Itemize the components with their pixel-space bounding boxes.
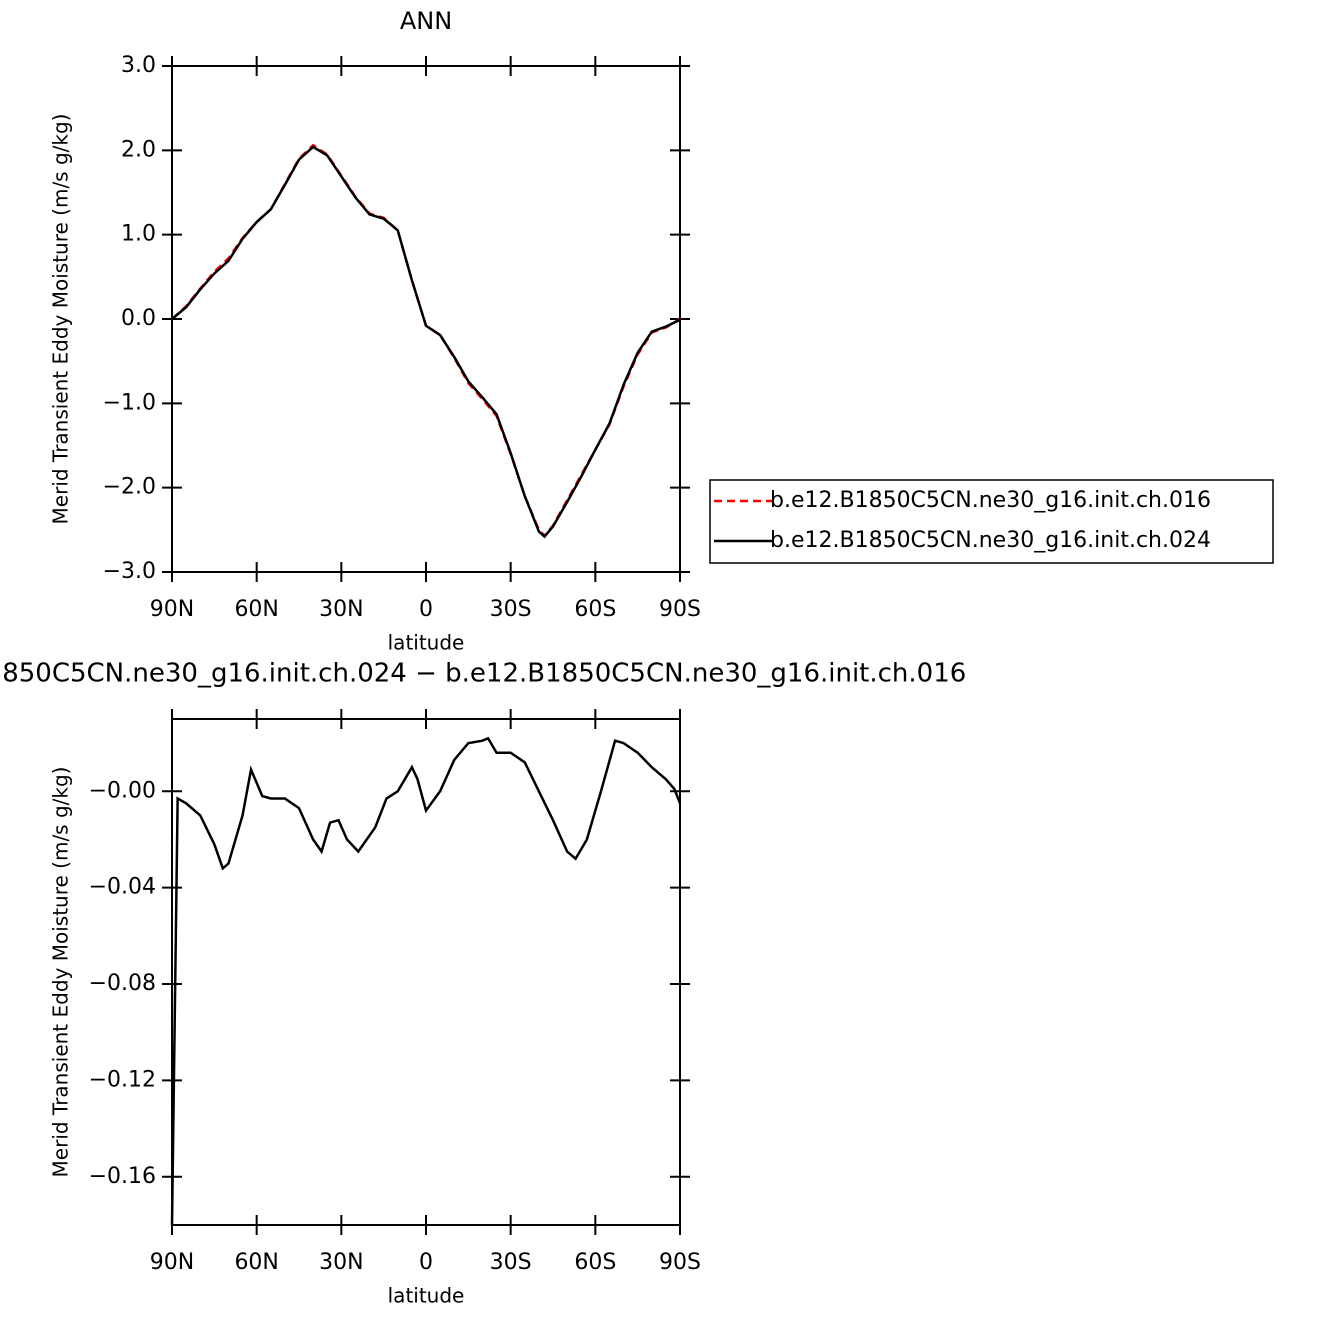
plot-frame (171, 65, 681, 573)
y-tick-label: −0.04 (89, 875, 156, 900)
chart-title: b.e12.B1850C5CN.ne30_g16.init.ch.024 − b… (0, 659, 966, 689)
y-tick-label: 2.0 (121, 137, 156, 162)
data-line (171, 145, 681, 539)
y-tick-label: 1.0 (121, 222, 156, 247)
plot-frame (171, 718, 681, 1226)
x-tick-label: 30S (490, 597, 532, 622)
x-tick-label: 30S (490, 1250, 532, 1275)
x-tick-label: 0 (419, 1250, 433, 1275)
y-tick-label: −0.12 (89, 1067, 156, 1092)
x-tick-label: 90S (659, 1250, 701, 1275)
y-tick-label: −0.08 (89, 971, 156, 996)
x-tick-label: 60N (234, 1250, 278, 1275)
y-tick-label: −0.16 (89, 1164, 156, 1189)
x-tick-label: 90N (150, 597, 194, 622)
legend-label: b.e12.B1850C5CN.ne30_g16.init.ch.024 (770, 528, 1211, 553)
x-tick-label: 60S (574, 597, 616, 622)
legend-label: b.e12.B1850C5CN.ne30_g16.init.ch.016 (770, 488, 1211, 513)
x-tick-label: 0 (419, 597, 433, 622)
x-axis-label: latitude (388, 631, 465, 655)
y-tick-label: 3.0 (121, 53, 156, 78)
x-tick-label: 60N (234, 597, 278, 622)
y-tick-label: −1.0 (103, 390, 156, 415)
legend-box (709, 479, 1274, 564)
x-tick-label: 90S (659, 597, 701, 622)
y-tick-label: −3.0 (103, 559, 156, 584)
y-tick-label: −0.00 (89, 778, 156, 803)
y-axis-label: Merid Transient Eddy Moisture (m/s g/kg) (49, 767, 73, 1178)
chart-title: ANN (400, 7, 452, 35)
data-line (171, 143, 681, 538)
x-tick-label: 30N (319, 1250, 363, 1275)
x-tick-label: 90N (150, 1250, 194, 1275)
y-tick-label: 0.0 (121, 306, 156, 331)
y-tick-label: −2.0 (103, 475, 156, 500)
x-tick-label: 30N (319, 597, 363, 622)
y-axis-label: Merid Transient Eddy Moisture (m/s g/kg) (49, 114, 73, 525)
x-tick-label: 60S (574, 1250, 616, 1275)
x-axis-label: latitude (388, 1284, 465, 1308)
data-line (170, 736, 682, 1226)
